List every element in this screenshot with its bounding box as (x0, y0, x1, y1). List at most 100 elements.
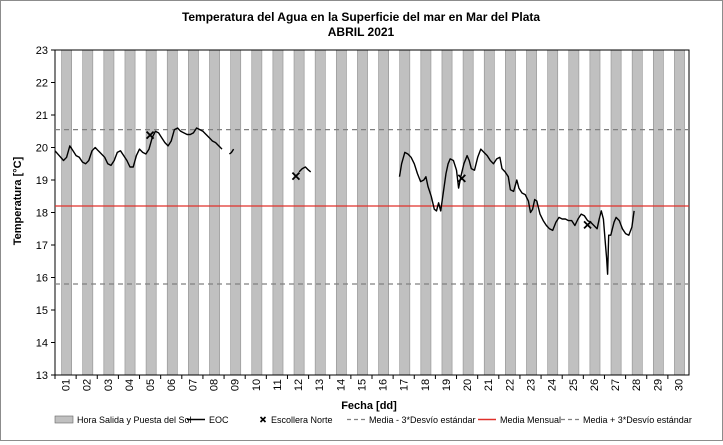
x-tick-label: 27 (610, 379, 622, 391)
daylight-band (124, 49, 136, 376)
x-tick-label: 06 (166, 379, 178, 391)
y-tick-label: 23 (36, 45, 48, 57)
x-tick-label: 24 (547, 379, 559, 391)
chart-subtitle: ABRIL 2021 (328, 25, 395, 39)
daylight-band (441, 49, 453, 376)
y-tick-label: 17 (36, 240, 48, 252)
daylight-band (462, 49, 474, 376)
y-tick-label: 19 (36, 175, 48, 187)
daylight-band (378, 49, 389, 376)
eoc-series-line (54, 127, 223, 168)
x-tick-label: 12 (293, 379, 305, 391)
daylight-band (505, 49, 516, 376)
daylight-band (610, 49, 622, 376)
x-tick-label: 02 (82, 379, 94, 391)
legend-swatch (259, 416, 267, 423)
legend-label: Media Mensual (500, 415, 561, 425)
x-tick-label: 03 (103, 379, 115, 391)
daylight-band (399, 49, 411, 376)
x-tick-label: 13 (314, 379, 326, 391)
daylight-band (674, 49, 685, 376)
legend-item: Media Mensual (478, 415, 561, 425)
x-tick-label: 19 (441, 379, 453, 391)
legend-item: Media - 3*Desvío estándar (347, 415, 476, 425)
escollera-norte-point (291, 171, 301, 181)
daylight-band (547, 49, 559, 376)
x-tick-label: 28 (631, 379, 643, 391)
x-tick-label: 11 (272, 379, 284, 390)
y-tick-label: 21 (36, 110, 48, 122)
x-tick-label: 15 (356, 379, 368, 391)
daylight-band (209, 49, 220, 376)
x-tick-label: 07 (187, 379, 199, 391)
legend-item: EOC (187, 415, 229, 425)
x-tick-label: 20 (462, 379, 474, 391)
y-axis-title: Temperatura [°C] (12, 156, 24, 245)
eoc-series-line (398, 148, 635, 275)
y-tick-label: 18 (36, 208, 48, 220)
x-tick-label: 01 (61, 379, 73, 391)
daylight-band (82, 49, 94, 376)
legend-label: Escollera Norte (271, 415, 333, 425)
x-tick-label: 25 (568, 379, 580, 391)
daylight-band (420, 49, 432, 376)
daylight-band (61, 49, 72, 376)
daylight-band (335, 49, 347, 376)
plot-area: 13 14 15 16 17 18 19 20 21 22 23 01 02 03 04 05 06 07 08 09… (36, 45, 690, 391)
escollera-norte-point (457, 174, 466, 183)
y-tick-label: 13 (36, 370, 48, 382)
escollera-norte-point (145, 131, 155, 140)
x-tick-label: 17 (399, 379, 411, 391)
daylight-band (293, 49, 305, 376)
x-tick-label: 05 (145, 379, 157, 391)
daylight-band (483, 49, 495, 376)
legend-swatch (54, 415, 74, 424)
x-tick-label: 10 (251, 379, 263, 391)
escollera-norte-point (583, 220, 592, 229)
daylight-band (251, 49, 263, 376)
legend-label: Media - 3*Desvío estándar (369, 415, 476, 425)
y-tick-label: 15 (36, 305, 48, 317)
x-tick-label: 14 (335, 379, 347, 391)
daylight-band (145, 49, 157, 376)
legend-label: Media + 3*Desvío estándar (583, 415, 692, 425)
daylight-band (272, 49, 284, 376)
legend-item: Media + 3*Desvío estándar (561, 415, 692, 425)
daylight-band (568, 49, 580, 376)
daylight-band (589, 49, 601, 376)
daylight-band (314, 49, 326, 376)
daylight-band (357, 49, 368, 376)
x-tick-label: 04 (124, 379, 136, 391)
legend-item: Escollera Norte (259, 415, 333, 425)
x-tick-label: 18 (420, 379, 432, 391)
daylight-band (526, 49, 537, 376)
y-tick-label: 14 (36, 338, 48, 350)
x-tick-label: 22 (504, 379, 516, 391)
x-tick-label: 29 (652, 379, 664, 391)
daylight-band (230, 49, 242, 376)
x-tick-label: 16 (378, 379, 390, 391)
legend-label: EOC (209, 415, 229, 425)
chart-title: Temperatura del Agua en la Superficie de… (182, 10, 540, 24)
y-tick-label: 16 (36, 273, 48, 285)
x-tick-label: 09 (230, 379, 242, 391)
eoc-series-line (298, 166, 312, 173)
daylight-band (103, 49, 115, 376)
x-axis-title: Fecha [dd] (341, 400, 397, 412)
x-tick-label: 21 (483, 379, 495, 391)
x-tick-label: 26 (589, 379, 601, 391)
legend: Hora Salida y Puesta del Sol EOC Escollera… (54, 415, 692, 425)
legend-label: Hora Salida y Puesta del Sol (77, 415, 192, 425)
x-tick-label: 30 (673, 379, 685, 391)
x-tick-label: 08 (209, 379, 221, 391)
eoc-series-line (228, 148, 235, 155)
y-tick-label: 22 (36, 78, 48, 90)
daylight-band (652, 49, 664, 376)
daylight-band (188, 49, 199, 376)
x-tick-label: 23 (526, 379, 538, 391)
y-tick-label: 20 (36, 143, 48, 155)
daylight-band (166, 49, 178, 376)
legend-item: Hora Salida y Puesta del Sol (54, 415, 192, 425)
